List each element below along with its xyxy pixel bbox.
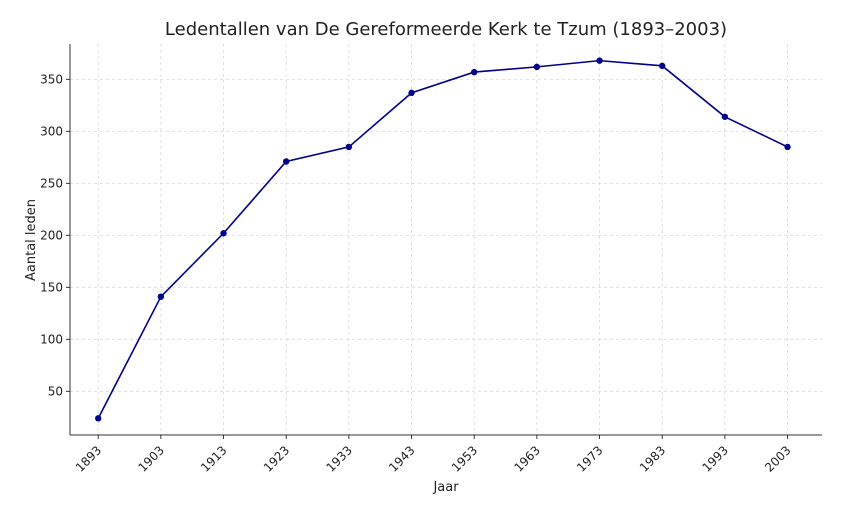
x-tick-label: 1943	[386, 443, 417, 474]
x-tick-label: 1983	[637, 443, 668, 474]
grid	[70, 44, 822, 435]
series	[95, 57, 791, 422]
x-tick-label: 1953	[449, 443, 480, 474]
data-point	[220, 230, 227, 237]
x-tick-label: 1993	[699, 443, 730, 474]
y-ticks: 50 100 150 200 250 300 350	[40, 72, 70, 398]
data-point	[784, 143, 791, 151]
x-tick-label: 1913	[198, 443, 229, 474]
x-tick-label: 1933	[323, 443, 354, 474]
data-point	[533, 63, 541, 71]
x-tick-label: 1893	[73, 443, 104, 474]
y-tick-label: 150	[40, 280, 63, 294]
data-point	[345, 143, 353, 151]
y-tick-label: 250	[40, 176, 63, 190]
y-tick-label: 100	[40, 332, 63, 346]
y-tick-label: 50	[48, 384, 63, 398]
x-tick-label: 1973	[574, 443, 605, 474]
data-point	[283, 158, 290, 165]
x-tick-label: 2003	[762, 443, 793, 474]
y-tick-label: 300	[40, 124, 63, 138]
data-point	[95, 415, 102, 422]
series-line	[97, 59, 788, 419]
x-axis-label: Jaar	[432, 480, 459, 495]
axes	[69, 44, 822, 436]
data-point	[408, 89, 415, 97]
chart-title: Ledentallen van De Gereformeerde Kerk te…	[164, 19, 728, 40]
data-point	[596, 57, 603, 64]
y-axis-label: Aantal leden	[24, 199, 39, 281]
data-point	[721, 113, 729, 120]
data-point	[157, 293, 165, 300]
x-tick-label: 1923	[261, 443, 292, 474]
data-point	[659, 62, 666, 70]
x-ticks: 1893 1903 1913 1923 1933 1943 1953 1963 1973 1983…	[73, 435, 794, 475]
y-tick-label: 200	[40, 228, 63, 242]
x-tick-label: 1903	[135, 443, 166, 474]
data-point	[471, 68, 478, 76]
x-tick-label: 1963	[511, 443, 542, 474]
y-tick-label: 350	[40, 72, 63, 86]
